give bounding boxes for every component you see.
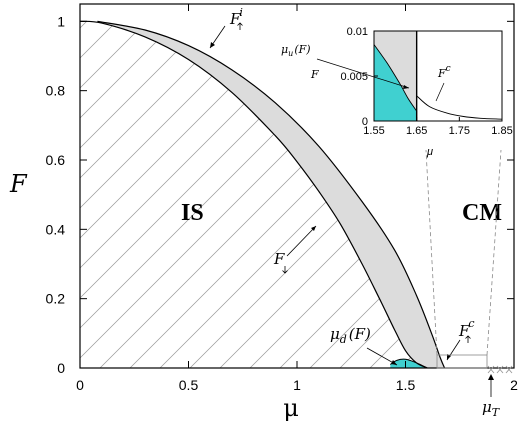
main-axis-ticks: 0 0.5 1 1.5 2 0 0.2 0.4 0.6 0.8 1 [46,4,518,393]
x-tick-label: 1.5 [396,377,416,393]
inset-cyan-region [374,31,418,121]
curve-f-down [80,20,428,368]
x-tick-label: 0.5 [179,377,199,393]
zoom-connector [486,149,502,356]
arrowhead [391,360,397,365]
hatch-line [80,21,301,368]
arrow-f-down [286,225,317,257]
inset-x-tick-label: 1.85 [491,125,512,137]
y-tick-label: 0 [57,360,65,376]
y-tick-label: 0.4 [46,221,66,237]
x-tick-label: 1 [293,377,301,393]
hatch-line [249,21,428,368]
arrow-mark [282,266,288,274]
inset-axis-ticks: 1.55 1.65 1.75 1.85 0 0.005 0.01 [340,26,512,137]
region-labels: IS CM [181,200,502,226]
x-tick-label: 2 [510,377,518,393]
arrowhead [447,354,451,360]
inset-x-label: μ [426,146,433,158]
inset-x-tick-label: 1.65 [406,125,427,137]
arrow-mark [465,335,471,343]
hatch-line [0,0,60,368]
hatch-line [279,21,428,368]
curve-mu-d [390,358,428,368]
inset-annotation-mu-u: μu(F) [281,43,311,58]
cyan-region [390,359,428,368]
mu-t-crossed-marks [487,365,513,374]
x-tick-label: 0 [76,377,84,393]
y-axis-label: F [9,170,28,198]
y-tick-label: 1 [57,13,65,29]
axis-labels: μ F [9,170,299,422]
inset-f-c-curve [416,95,502,120]
annotation-f-up-i: Fi [229,6,243,28]
hatch-line [309,21,428,368]
arrowhead [210,42,215,48]
hatch-line [80,21,151,368]
inset-y-label: F [310,68,319,81]
region-label-cm: CM [462,200,502,226]
curve-f-up-i [97,20,446,368]
zoom-box [436,354,488,369]
y-tick-label: 0.8 [46,83,66,99]
hatch-line [80,21,271,368]
inset-arrow-f-c [435,82,445,102]
inset-plot: 1.55 1.65 1.75 1.85 0 0.005 0.01 μ F μu(F) Fc [281,26,513,158]
grey-region [97,21,445,368]
inset-x-tick-label: 1.55 [363,125,384,137]
inset-annotation-f-c: Fc [437,64,451,80]
inset-y-tick-label: 0.005 [340,71,368,83]
inset-y-tick-label: 0.01 [347,26,368,38]
hatch-line [80,21,421,368]
annotation-mu-d: μd (F) [330,325,371,346]
hatch-line [80,21,181,368]
annotation-f-down: F [273,250,285,268]
arrow-mark [237,22,243,30]
y-tick-label: 0.6 [46,152,66,168]
inset-arrow-mu-u [316,58,410,89]
inset-x-tick-label: 1.75 [449,125,470,137]
annotation-f-c-main: Fc [458,317,475,340]
x-axis-label: μ [283,394,299,422]
zoom-connector [425,149,438,356]
hatch-line [80,21,211,368]
arrowhead [488,374,494,380]
y-tick-label: 0.2 [46,291,66,307]
arrowhead [311,226,316,231]
curve-annotations: Fi F μd (F) Fc μT [209,6,513,419]
arrowhead [403,85,409,89]
inset-y-tick-label: 0 [362,116,368,128]
region-label-is: IS [181,200,204,226]
annotation-mu-t: μT [482,398,501,419]
